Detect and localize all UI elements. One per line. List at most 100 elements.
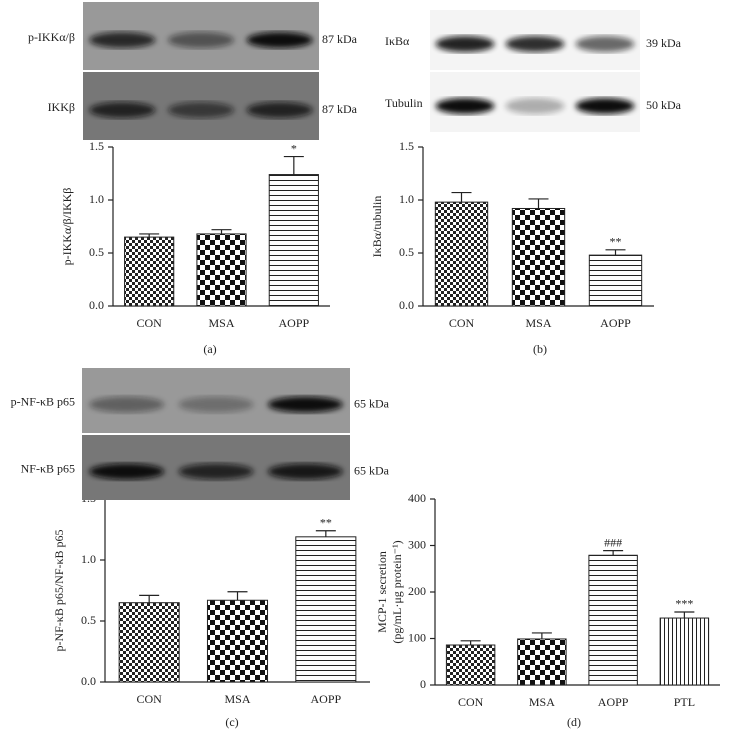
error-bar xyxy=(528,198,549,209)
bar xyxy=(268,174,319,307)
error-bar xyxy=(139,594,160,603)
error-bar xyxy=(315,530,336,537)
blot-band xyxy=(435,36,495,52)
y-axis-label: p-IKKα/β/IKKβ xyxy=(60,188,74,266)
blot-band xyxy=(267,396,343,413)
y-tick-label: 0.5 xyxy=(81,613,96,627)
bar xyxy=(196,233,247,307)
bar xyxy=(118,602,180,683)
error-bar xyxy=(674,611,695,619)
blot-label: IKKβ xyxy=(48,100,75,114)
blot-size: 50 kDa xyxy=(646,98,682,112)
y-tick-label: 200 xyxy=(408,584,426,598)
bar xyxy=(588,254,643,307)
blot-band xyxy=(435,98,495,114)
bar xyxy=(124,236,175,307)
blot-band xyxy=(89,32,156,48)
bar xyxy=(434,201,489,307)
blot-band xyxy=(575,98,635,114)
x-tick-label: AOPP xyxy=(310,692,341,706)
blot-size: 87 kDa xyxy=(322,102,358,116)
y-axis-label: MCP-1 secretion xyxy=(375,551,389,633)
blot-label: NF-κB p65 xyxy=(21,461,75,475)
y-tick-label: 300 xyxy=(408,537,426,551)
bar xyxy=(206,599,269,683)
x-tick-label: MSA xyxy=(208,316,234,330)
y-tick-label: 0.0 xyxy=(399,298,414,312)
blot-band xyxy=(246,102,313,118)
error-bar xyxy=(603,550,624,556)
y-tick-label: 1.0 xyxy=(399,192,414,206)
bar xyxy=(445,644,496,686)
blot-band xyxy=(267,463,343,480)
annotation: ** xyxy=(610,235,622,249)
x-tick-label: MSA xyxy=(525,316,551,330)
y-tick-label: 1.5 xyxy=(89,139,104,153)
x-tick-label: CON xyxy=(136,316,162,330)
error-bar xyxy=(531,632,552,639)
blot-label: p-IKKα/β xyxy=(28,30,75,44)
bar xyxy=(659,617,710,686)
bar xyxy=(511,207,566,307)
panel-label: (c) xyxy=(225,715,238,729)
x-tick-label: AOPP xyxy=(600,316,631,330)
error-bar xyxy=(605,249,626,256)
bar xyxy=(295,536,357,683)
y-axis-label: (pg/mL·μg protein⁻¹) xyxy=(390,540,404,643)
blot-size: 65 kDa xyxy=(354,463,390,477)
y-tick-label: 0.0 xyxy=(89,298,104,312)
y-tick-label: 1.0 xyxy=(81,552,96,566)
x-tick-label: CON xyxy=(449,316,475,330)
blot-band xyxy=(167,102,235,118)
blot-size: 39 kDa xyxy=(646,36,682,50)
y-tick-label: 0.5 xyxy=(399,245,414,259)
blot-band xyxy=(246,32,313,48)
blot-band xyxy=(178,396,254,413)
blot-band xyxy=(89,396,165,413)
x-tick-label: CON xyxy=(458,695,484,709)
annotation: * xyxy=(291,141,297,155)
annotation: ### xyxy=(604,535,622,549)
annotation: *** xyxy=(675,597,693,611)
blot-label: p-NF-κB p65 xyxy=(11,394,75,408)
blot-band xyxy=(89,102,156,118)
error-bar xyxy=(227,591,248,601)
blot-label: Tubulin xyxy=(385,96,423,110)
panel-label: (d) xyxy=(567,715,581,729)
blot-label: IκBα xyxy=(385,34,410,48)
error-bar xyxy=(451,191,472,203)
y-tick-label: 0.5 xyxy=(89,245,104,259)
y-tick-label: 1.0 xyxy=(89,192,104,206)
panel-label: (b) xyxy=(533,342,547,356)
error-bar xyxy=(139,233,160,238)
annotation: ** xyxy=(320,515,332,529)
y-axis-label: p-NF-κB p65/NF-κB p65 xyxy=(52,529,66,651)
blot-band xyxy=(178,463,254,480)
x-tick-label: PTL xyxy=(674,695,695,709)
blot-band xyxy=(505,36,565,52)
y-axis-label: IκBα/tubulin xyxy=(370,196,384,258)
y-tick-label: 0 xyxy=(420,677,426,691)
blot-band xyxy=(575,36,635,52)
blot-band xyxy=(505,98,565,114)
x-tick-label: AOPP xyxy=(598,695,629,709)
x-tick-label: MSA xyxy=(224,692,250,706)
blot-size: 87 kDa xyxy=(322,32,358,46)
error-bar xyxy=(460,640,481,646)
y-tick-label: 0.0 xyxy=(81,674,96,688)
error-bar xyxy=(283,155,304,175)
blot-band xyxy=(167,32,235,48)
blot-size: 65 kDa xyxy=(354,396,390,410)
x-tick-label: MSA xyxy=(529,695,555,709)
y-tick-label: 1.5 xyxy=(399,139,414,153)
y-tick-label: 400 xyxy=(408,491,426,505)
bar xyxy=(517,638,567,686)
x-tick-label: AOPP xyxy=(278,316,309,330)
y-tick-label: 100 xyxy=(408,630,426,644)
x-tick-label: CON xyxy=(136,692,162,706)
error-bar xyxy=(211,229,232,234)
blot-band xyxy=(89,463,165,480)
panel-label: (a) xyxy=(203,342,216,356)
bar xyxy=(588,554,638,686)
